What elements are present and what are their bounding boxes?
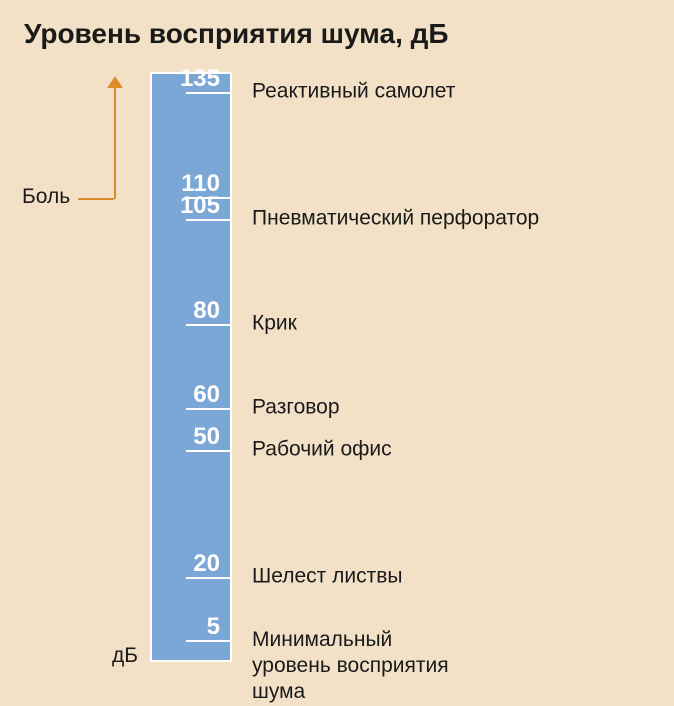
level-label: Шелест листвы <box>252 563 402 589</box>
noise-scale-chart: дБ 135Реактивный самолет110105Пневматиче… <box>150 72 650 662</box>
level-label: Крик <box>252 310 297 336</box>
tick-underline <box>186 219 232 221</box>
tick-value: 5 <box>207 613 220 641</box>
level-label: Пневматический перфоратор <box>252 205 539 231</box>
chart-title: Уровень восприятия шума, дБ <box>24 18 449 50</box>
tick-value: 60 <box>193 381 220 409</box>
tick-underline <box>186 450 232 452</box>
tick-value: 80 <box>193 297 220 325</box>
level-label: Минимальный уровень восприятия шума <box>252 627 449 706</box>
tick-underline <box>186 92 232 94</box>
level-label: Реактивный самолет <box>252 79 455 105</box>
pain-line-vertical <box>114 84 116 199</box>
unit-label: дБ <box>112 644 138 668</box>
tick-value: 135 <box>180 65 220 93</box>
tick-value: 20 <box>193 550 220 578</box>
tick-underline <box>186 577 232 579</box>
tick-underline <box>186 408 232 410</box>
tick-underline <box>186 324 232 326</box>
pain-label: Боль <box>22 185 70 209</box>
pain-line-horizontal <box>78 198 114 200</box>
tick-underline <box>186 640 232 642</box>
level-label: Рабочий офис <box>252 437 392 463</box>
tick-value: 105 <box>180 192 220 220</box>
pain-arrow-icon <box>107 76 123 88</box>
level-label: Разговор <box>252 395 340 421</box>
tick-value: 50 <box>193 423 220 451</box>
